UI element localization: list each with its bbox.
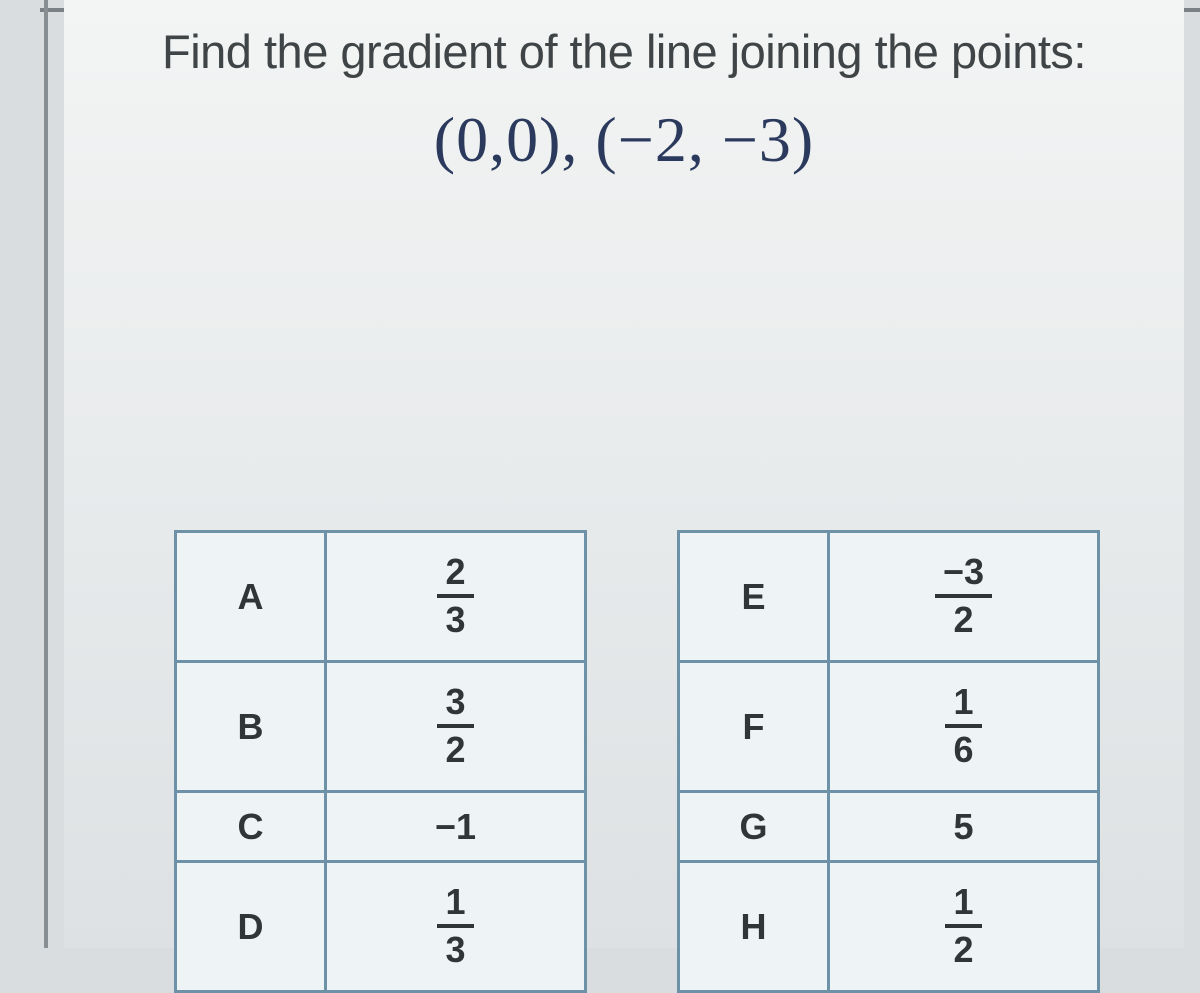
table-row: H 1 2 xyxy=(679,862,1099,992)
answer-letter: F xyxy=(679,662,829,792)
answer-fraction: 1 2 xyxy=(945,882,981,970)
answer-value-cell: 1 2 xyxy=(829,862,1099,992)
answer-table-right-body: E −3 2 F 1 6 G5H 1 2 xyxy=(679,532,1099,992)
fraction-bar xyxy=(945,724,981,728)
answer-tables: A 2 3 B 3 2 C −1 D 1 3 xyxy=(174,530,1124,993)
answer-letter: D xyxy=(176,862,326,992)
fraction-denominator: 3 xyxy=(437,930,473,970)
answer-letter: H xyxy=(679,862,829,992)
answer-letter: A xyxy=(176,532,326,662)
answer-letter: C xyxy=(176,792,326,862)
fraction-bar xyxy=(437,594,473,598)
answer-letter: G xyxy=(679,792,829,862)
answer-value-cell: −1 xyxy=(326,792,586,862)
answer-value-cell: −3 2 xyxy=(829,532,1099,662)
question-prompt: Find the gradient of the line joining th… xyxy=(64,24,1184,79)
fraction-denominator: 6 xyxy=(945,730,981,770)
question-points: (0,0), (−2, −3) xyxy=(64,103,1184,177)
fraction-numerator: 2 xyxy=(437,552,473,592)
fraction-denominator: 2 xyxy=(945,930,981,970)
answer-value-cell: 3 2 xyxy=(326,662,586,792)
fraction-numerator: 1 xyxy=(437,882,473,922)
fraction-bar xyxy=(945,924,981,928)
answer-fraction: 2 3 xyxy=(437,552,473,640)
answer-value-cell: 5 xyxy=(829,792,1099,862)
table-row: A 2 3 xyxy=(176,532,586,662)
answer-value: 5 xyxy=(953,806,973,847)
table-row: G5 xyxy=(679,792,1099,862)
answer-value-cell: 1 6 xyxy=(829,662,1099,792)
fraction-bar xyxy=(437,924,473,928)
fraction-denominator: 2 xyxy=(935,600,992,640)
table-row: E −3 2 xyxy=(679,532,1099,662)
fraction-bar xyxy=(935,594,992,598)
answer-fraction: 3 2 xyxy=(437,682,473,770)
page: Find the gradient of the line joining th… xyxy=(64,0,1184,948)
answer-value-cell: 1 3 xyxy=(326,862,586,992)
fraction-numerator: 3 xyxy=(437,682,473,722)
fraction-numerator: −3 xyxy=(935,552,992,592)
fraction-denominator: 3 xyxy=(437,600,473,640)
answer-letter: E xyxy=(679,532,829,662)
table-row: C −1 xyxy=(176,792,586,862)
fraction-denominator: 2 xyxy=(437,730,473,770)
fraction-numerator: 1 xyxy=(945,682,981,722)
table-row: F 1 6 xyxy=(679,662,1099,792)
answer-table-left: A 2 3 B 3 2 C −1 D 1 3 xyxy=(174,530,587,993)
question-block: Find the gradient of the line joining th… xyxy=(64,0,1184,177)
frame-edge-left xyxy=(44,0,50,948)
answer-value: −1 xyxy=(435,806,476,847)
answer-table-left-body: A 2 3 B 3 2 C −1 D 1 3 xyxy=(176,532,586,992)
answer-fraction: −3 2 xyxy=(935,552,992,640)
answer-fraction: 1 6 xyxy=(945,682,981,770)
table-row: B 3 2 xyxy=(176,662,586,792)
answer-table-right: E −3 2 F 1 6 G5H 1 2 xyxy=(677,530,1100,993)
fraction-numerator: 1 xyxy=(945,882,981,922)
fraction-bar xyxy=(437,724,473,728)
answer-letter: B xyxy=(176,662,326,792)
answer-fraction: 1 3 xyxy=(437,882,473,970)
answer-value-cell: 2 3 xyxy=(326,532,586,662)
table-row: D 1 3 xyxy=(176,862,586,992)
